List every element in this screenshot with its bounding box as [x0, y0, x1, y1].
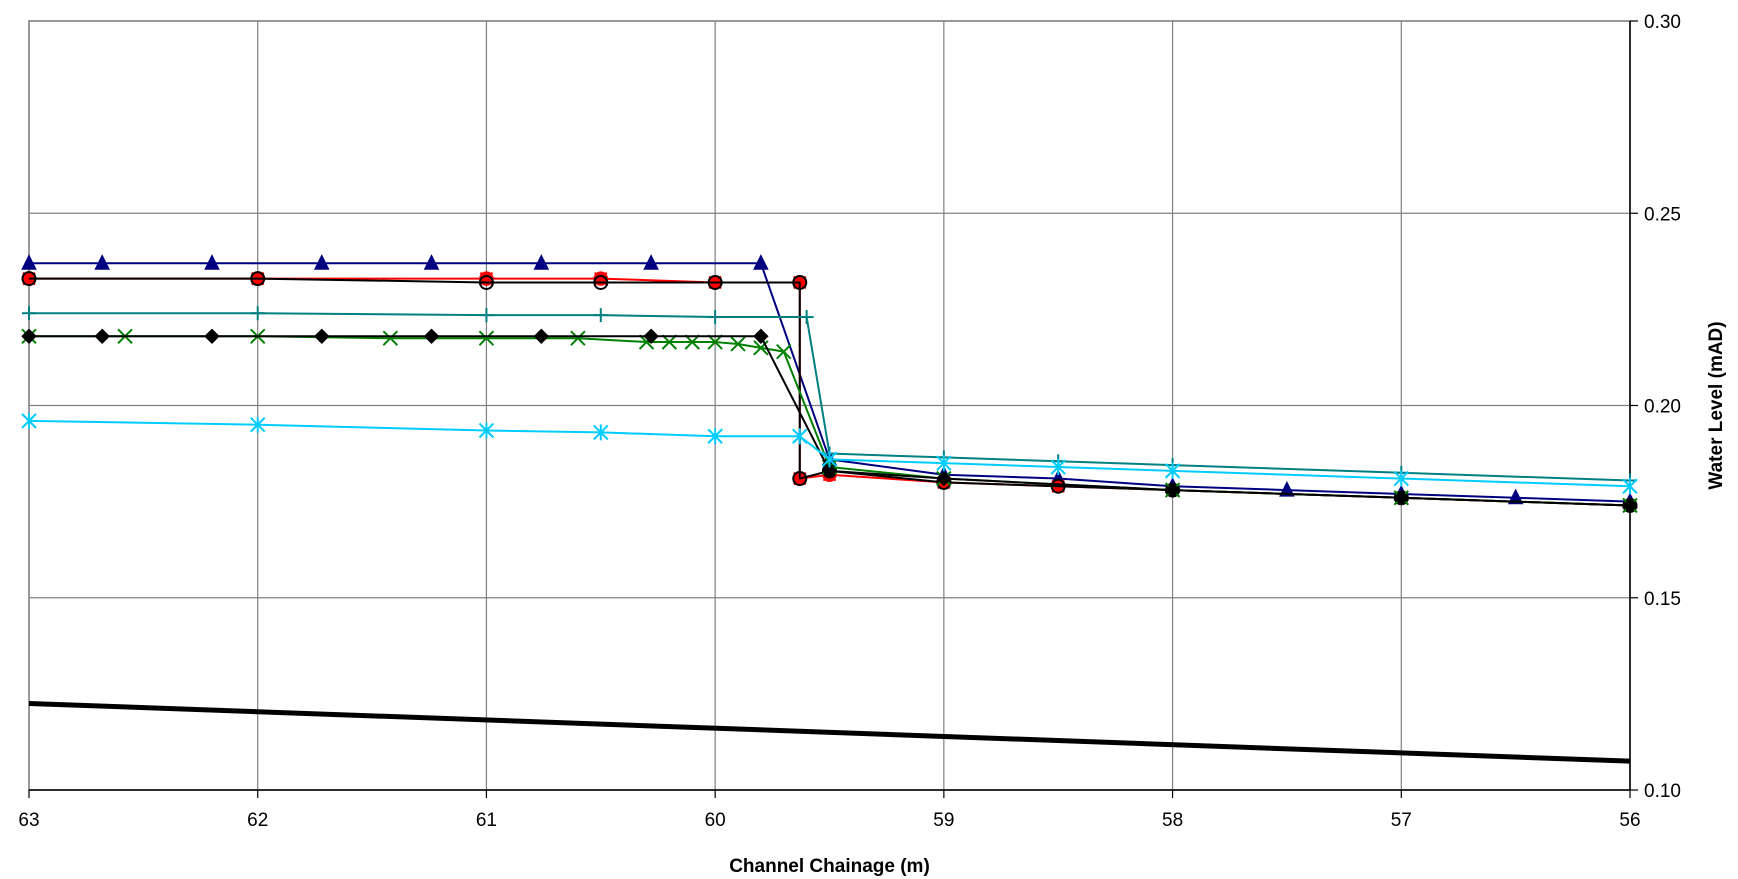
data-point: [776, 343, 792, 360]
data-point: [821, 451, 838, 468]
x-tick-label: 56: [1619, 810, 1640, 831]
data-point: [792, 274, 808, 290]
data-point: [1164, 482, 1181, 498]
data-point: [533, 254, 550, 270]
series-line: [28, 419, 1631, 488]
data-point: [1050, 459, 1066, 476]
data-point: [936, 470, 952, 487]
data-point: [250, 416, 266, 433]
y-tick-label: 0.15: [1644, 589, 1681, 610]
data-point: [382, 330, 399, 346]
data-point: [821, 463, 838, 479]
data-point: [593, 308, 608, 323]
series-7: [21, 412, 1638, 495]
y-tick-label: 0.25: [1644, 204, 1681, 225]
data-point: [753, 254, 769, 270]
data-point: [643, 328, 659, 344]
data-point: [707, 274, 723, 290]
data-point: [792, 471, 808, 487]
data-point: [792, 428, 808, 445]
data-point: [1050, 478, 1066, 494]
x-tick-label: 63: [18, 810, 39, 831]
data-point: [479, 308, 494, 323]
y-tick-label: 0.30: [1644, 12, 1681, 33]
data-point: [94, 254, 110, 270]
data-point: [313, 254, 330, 270]
series-8: [28, 700, 1631, 764]
x-tick-label: 62: [247, 810, 268, 831]
data-point: [423, 254, 440, 270]
data-point: [478, 330, 495, 346]
data-point: [936, 455, 952, 472]
series-line: [29, 312, 1631, 482]
x-tick-label: 59: [933, 810, 954, 831]
data-point: [684, 334, 700, 350]
x-tick-label: 58: [1162, 810, 1183, 831]
data-point: [21, 328, 37, 344]
series-6: [21, 328, 1638, 514]
data-point: [1393, 470, 1409, 487]
data-point: [661, 334, 678, 350]
data-point: [314, 328, 330, 344]
series-line: [28, 700, 1631, 764]
x-tick-label: 60: [705, 810, 726, 831]
data-point: [21, 412, 37, 429]
data-point: [708, 310, 723, 325]
data-point: [570, 330, 586, 346]
y-tick-label: 0.10: [1644, 781, 1681, 802]
gridlines: [28, 20, 1638, 798]
data-point: [593, 424, 609, 441]
data-point: [707, 334, 723, 350]
data-point: [1507, 488, 1524, 505]
data-point: [1622, 478, 1638, 495]
data-point: [423, 328, 440, 344]
y-tick-label: 0.20: [1644, 397, 1681, 418]
data-point: [1164, 462, 1181, 479]
data-point: [1393, 490, 1409, 506]
data-point: [204, 254, 220, 270]
data-point: [250, 306, 265, 321]
data-point: [730, 336, 746, 352]
y-tick-labels: 0.10 0.15 0.20 0.25 0.30: [1644, 12, 1681, 802]
data-point: [204, 328, 220, 344]
data-point: [21, 271, 37, 287]
data-point: [1279, 480, 1295, 497]
x-tick-label: 57: [1391, 810, 1412, 831]
data-point: [22, 306, 36, 321]
series-group: [21, 254, 1638, 764]
x-tick-labels: 63 62 61 60 59 58 57 56: [18, 810, 1640, 831]
data-point: [533, 328, 550, 344]
x-tick-label: 61: [476, 810, 497, 831]
data-point: [21, 254, 37, 270]
x-axis-title: Channel Chainage (m): [729, 856, 930, 877]
data-point: [94, 328, 110, 344]
series-line: [29, 262, 1631, 503]
data-point: [753, 340, 769, 356]
data-point: [478, 422, 495, 439]
data-point: [707, 428, 723, 445]
data-point: [478, 274, 494, 290]
data-point: [593, 274, 609, 290]
data-point: [799, 310, 814, 325]
y-axis-title: Water Level (mAD): [1706, 321, 1727, 489]
data-point: [643, 254, 659, 270]
data-point: [753, 328, 769, 344]
data-point: [250, 271, 266, 287]
data-point: [1622, 497, 1638, 514]
